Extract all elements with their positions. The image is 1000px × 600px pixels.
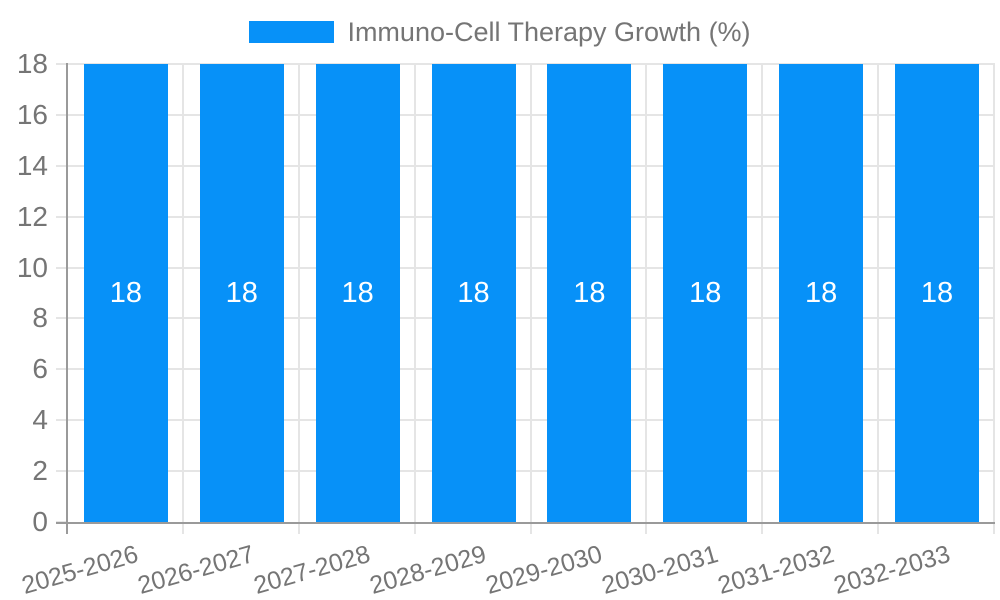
x-axis-tick-label: 2026-2027 bbox=[134, 540, 258, 600]
gridline-horizontal bbox=[56, 215, 995, 218]
gridline-horizontal bbox=[56, 368, 995, 371]
x-axis-tick bbox=[529, 524, 532, 534]
gridline-vertical bbox=[877, 63, 880, 522]
x-axis-tick-label: 2025-2026 bbox=[19, 540, 142, 600]
y-axis-tick-label: 8 bbox=[32, 302, 48, 334]
x-axis-tick bbox=[413, 524, 416, 534]
x-axis-tick bbox=[297, 524, 300, 534]
x-axis-tick-label: 2031-2032 bbox=[714, 540, 837, 600]
bar-value-label: 18 bbox=[341, 276, 374, 309]
bar-value-label: 18 bbox=[225, 276, 258, 309]
gridline-horizontal bbox=[56, 63, 995, 65]
gridline-vertical bbox=[993, 63, 995, 522]
bar: 18 bbox=[779, 64, 864, 522]
x-axis-tick bbox=[993, 524, 995, 534]
x-axis-tick-label: 2029-2030 bbox=[482, 540, 606, 600]
gridline-vertical bbox=[645, 63, 648, 522]
y-axis-tick-label: 12 bbox=[16, 200, 48, 232]
gridline-horizontal bbox=[56, 266, 995, 269]
bar: 18 bbox=[315, 64, 400, 522]
y-axis-tick-label: 18 bbox=[16, 48, 48, 79]
x-axis-tick bbox=[645, 524, 648, 534]
gridline-horizontal bbox=[56, 317, 995, 320]
bar: 18 bbox=[547, 64, 632, 522]
gridline-horizontal bbox=[56, 419, 995, 422]
bar: 18 bbox=[83, 64, 168, 522]
y-axis-tick-label: 0 bbox=[32, 506, 48, 537]
x-axis-tick-label: 2032-2033 bbox=[830, 540, 953, 600]
x-axis-tick bbox=[761, 524, 764, 534]
legend-label[interactable]: Immuno-Cell Therapy Growth (%) bbox=[347, 17, 751, 47]
bar-value-label: 18 bbox=[573, 276, 606, 309]
y-axis-tick-label: 10 bbox=[16, 251, 48, 283]
x-axis-line bbox=[56, 522, 995, 524]
bar: 18 bbox=[663, 64, 748, 522]
bar-value-label: 18 bbox=[109, 276, 143, 309]
gridline-horizontal bbox=[56, 470, 995, 473]
gridline-vertical bbox=[297, 63, 300, 522]
bar: 18 bbox=[895, 64, 980, 522]
y-axis-tick-label: 14 bbox=[16, 149, 48, 181]
chart-legend[interactable]: Immuno-Cell Therapy Growth (%) bbox=[0, 17, 1000, 47]
gridline-vertical bbox=[181, 63, 184, 522]
legend-swatch[interactable] bbox=[249, 21, 335, 43]
x-axis-tick bbox=[877, 524, 880, 534]
x-axis-tick-label: 2027-2028 bbox=[250, 540, 374, 600]
bar-value-label: 18 bbox=[805, 276, 838, 309]
y-axis-tick-label: 6 bbox=[32, 353, 48, 385]
gridline-vertical bbox=[413, 63, 416, 522]
y-axis-tick-label: 16 bbox=[16, 98, 48, 130]
bar-value-label: 18 bbox=[689, 276, 722, 309]
y-axis-tick-label: 2 bbox=[32, 455, 48, 487]
bar: 18 bbox=[431, 64, 516, 522]
gridline-horizontal bbox=[56, 164, 995, 167]
x-axis-tick-label: 2030-2031 bbox=[598, 540, 722, 600]
bar: 18 bbox=[199, 64, 284, 522]
bar-value-label: 18 bbox=[457, 276, 490, 309]
gridline-horizontal bbox=[56, 113, 995, 116]
y-axis-tick-label: 4 bbox=[32, 404, 48, 436]
gridline-vertical bbox=[761, 63, 764, 522]
bar-value-label: 18 bbox=[920, 276, 954, 309]
gridline-vertical bbox=[529, 63, 532, 522]
x-axis-tick-label: 2028-2029 bbox=[366, 540, 490, 600]
x-axis-tick bbox=[181, 524, 184, 534]
y-axis-line bbox=[66, 63, 68, 534]
